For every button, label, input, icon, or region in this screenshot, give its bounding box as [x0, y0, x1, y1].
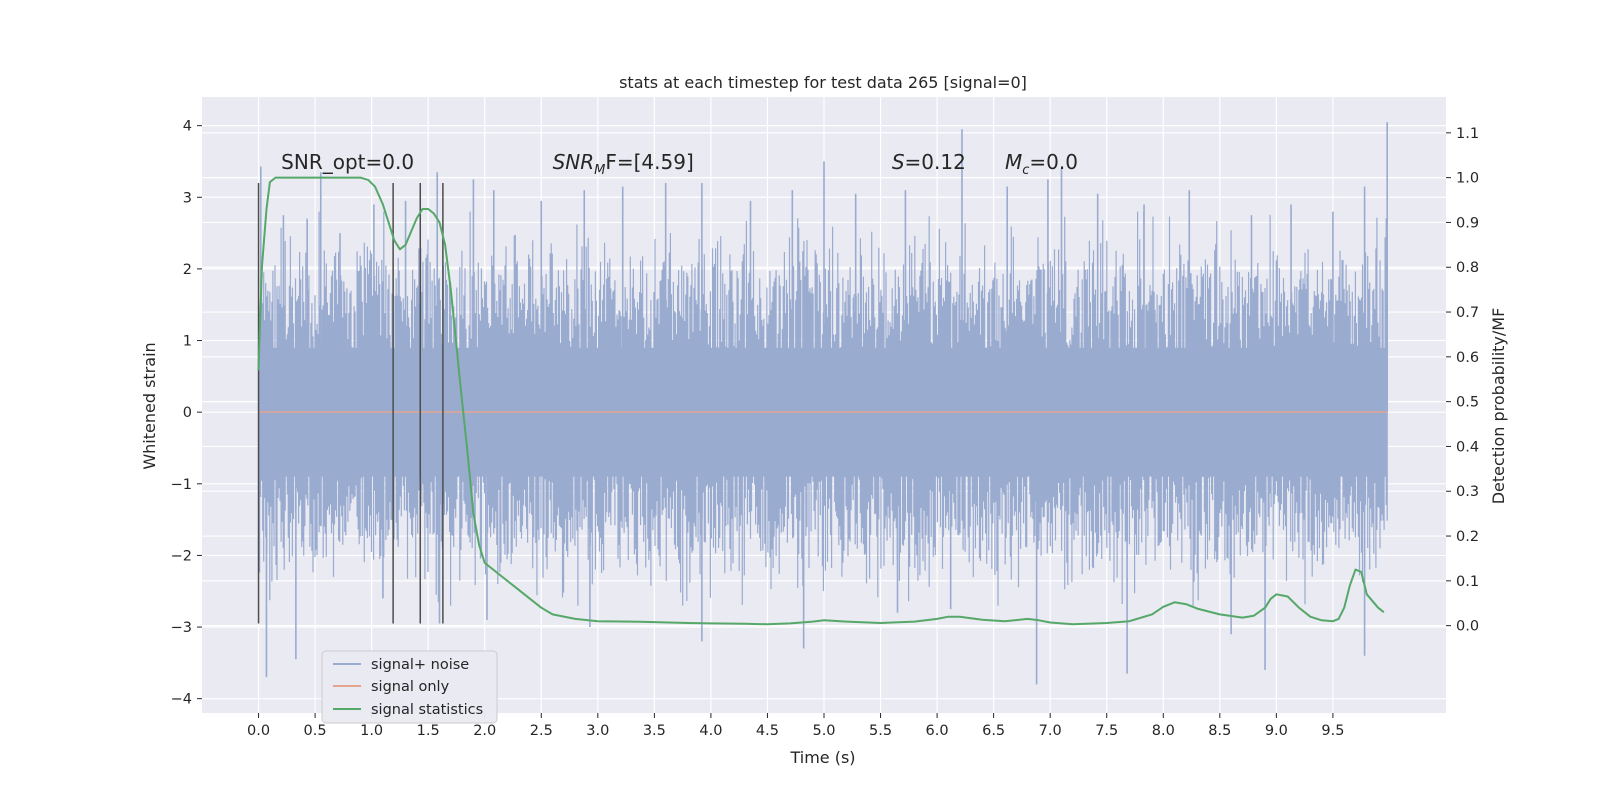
y-tick-label: 0: [183, 405, 192, 421]
y-tick-label: −1: [171, 477, 192, 493]
y2-tick-label: 0.5: [1456, 395, 1479, 411]
legend-box: [321, 650, 498, 724]
y-tick-label: 3: [183, 190, 192, 206]
annotation-subscript: c: [1022, 163, 1029, 178]
annotation-subscript: M: [594, 163, 605, 178]
x-tick-label: 5.5: [869, 723, 892, 739]
x-tick-label: 8.5: [1208, 723, 1231, 739]
annotation-italic: SNR: [553, 150, 595, 174]
x-axis: 0.0 0.5 1.0 1.5 2.0 2.5 3.0 3.5 4.0 4.5 5.0 5.5 6.0 6…: [247, 713, 1344, 739]
annotation-italic: S: [892, 150, 905, 174]
x-tick-label: 3.5: [643, 723, 666, 739]
annotation-text: Mc=0.0: [1005, 150, 1078, 178]
annotation-text: S=0.12: [892, 150, 966, 174]
annotation-rest: =0.0: [1029, 150, 1078, 174]
x-tick-label: 0.0: [247, 723, 270, 739]
y2-tick-label: 0.4: [1456, 439, 1479, 455]
legend-label-noise: signal+ noise: [371, 657, 469, 673]
x-tick-label: 6.5: [982, 723, 1005, 739]
x-tick-label: 7.5: [1095, 723, 1118, 739]
y2-tick-label: 0.2: [1456, 529, 1479, 545]
legend-label-statistics: signal statistics: [371, 702, 483, 718]
y-tick-label: 2: [183, 262, 192, 278]
x-tick-label: 0.5: [304, 723, 327, 739]
annotation-text: SNRMF=[4.59]: [553, 150, 694, 178]
x-tick-label: 2.0: [473, 723, 496, 739]
annotations: SNR_opt=0.0 SNRMF=[4.59] S=0.12 Mc=0.0: [281, 150, 1078, 178]
y-tick-label: −3: [171, 620, 192, 636]
vertical-markers: [257, 182, 444, 624]
y2-tick-label: 0.7: [1456, 305, 1479, 321]
statistics-line-group: [257, 176, 1385, 626]
y2-tick-label: 0.1: [1456, 574, 1479, 590]
annotation-text: SNR_opt=0.0: [281, 150, 414, 174]
y2-tick-label: 0.0: [1456, 619, 1479, 635]
x-tick-label: 3.0: [586, 723, 609, 739]
left-y-axis: 4 3 2 1 0 −1 −2 −3 −4: [171, 119, 202, 708]
x-tick-label: 9.0: [1265, 723, 1288, 739]
y2-axis-title: Detection probability/MF: [1489, 308, 1508, 505]
y-axis-title: Whitened strain: [140, 342, 159, 469]
annotation-italic: M: [1005, 150, 1022, 174]
annotation-rest: =0.12: [905, 150, 966, 174]
x-tick-label: 5.0: [812, 723, 835, 739]
legend: signal+ noise signal only signal statist…: [321, 650, 498, 724]
x-tick-label: 8.0: [1152, 723, 1175, 739]
x-tick-label: 9.5: [1321, 723, 1344, 739]
y2-tick-label: 0.9: [1456, 215, 1479, 231]
y2-tick-label: 1.1: [1456, 126, 1479, 142]
y-tick-label: −2: [171, 548, 192, 564]
y-tick-label: −4: [171, 692, 192, 708]
y-tick-label: 1: [183, 334, 192, 350]
y2-tick-label: 0.3: [1456, 484, 1479, 500]
x-tick-label: 1.5: [417, 723, 440, 739]
annotation-rest: F=[4.59]: [605, 150, 693, 174]
right-y-axis: 1.1 1.0 0.9 0.8 0.7 0.6 0.5 0.4 0.3 0.2 0.1 0.0: [1446, 126, 1479, 635]
legend-label-signal-only: signal only: [371, 679, 450, 695]
y2-tick-label: 0.8: [1456, 260, 1479, 276]
chart-title: stats at each timestep for test data 265…: [619, 73, 1027, 92]
y2-tick-label: 1.0: [1456, 171, 1479, 187]
x-tick-label: 4.5: [756, 723, 779, 739]
x-tick-label: 6.0: [926, 723, 949, 739]
x-tick-label: 7.0: [1039, 723, 1062, 739]
x-tick-label: 1.0: [360, 723, 383, 739]
statistics-line: [257, 176, 1385, 626]
y2-tick-label: 0.6: [1456, 350, 1479, 366]
y-tick-label: 4: [183, 119, 192, 135]
x-axis-title: Time (s): [789, 748, 855, 767]
x-tick-label: 2.5: [530, 723, 553, 739]
x-tick-label: 4.0: [699, 723, 722, 739]
